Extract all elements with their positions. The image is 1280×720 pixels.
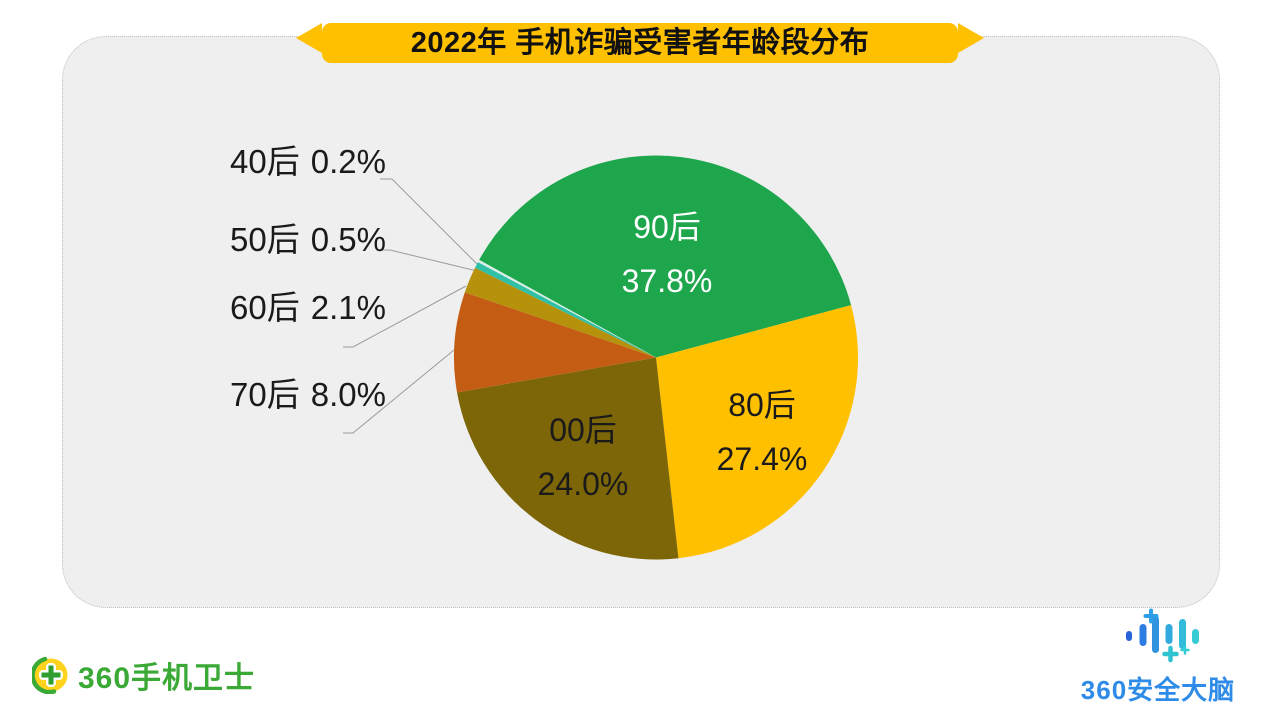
callout-label-70hou: 70后 8.0% [230, 376, 386, 413]
pie-slice-1 [656, 305, 859, 559]
logo-360-mobile-guard-text: 360手机卫士 [78, 662, 256, 695]
leader-line-3 [343, 349, 455, 434]
pie-label-00hou: 00后 24.0% [537, 412, 629, 502]
logo-360-mobile-guard: 360手机卫士 [32, 655, 255, 695]
pie-slice-4 [464, 267, 656, 358]
callout-label-50hou: 50后 0.5% [230, 221, 386, 258]
brain-wave-bars-icon [1126, 608, 1199, 663]
leader-line-2 [343, 285, 467, 348]
callout-label-60hou: 60后 2.1% [230, 289, 386, 326]
pie-label-90hou: 90后 37.8% [621, 209, 713, 299]
pie-slice-5 [475, 262, 656, 358]
callout-label-40hou: 40后 0.2% [230, 143, 386, 180]
chart-title: 2022年 手机诈骗受害者年龄段分布 [410, 27, 870, 59]
pie-slice-2 [457, 357, 679, 560]
pie-slice-3 [454, 292, 656, 393]
logo-360-security-brain: 360安全大脑 [1075, 606, 1241, 707]
pie-label-80hou: 80后 27.4% [716, 387, 808, 477]
logo-360-security-brain-text: 360安全大脑 [1080, 675, 1236, 705]
title-ribbon: 2022年 手机诈骗受害者年龄段分布 [296, 23, 984, 63]
leader-line-1 [378, 249, 478, 272]
pie-slice-6 [477, 259, 656, 358]
shield-plus-ball-icon [32, 656, 68, 694]
ribbon-shape [296, 23, 984, 63]
leader-line-0 [380, 178, 480, 267]
pie-slice-0 [479, 155, 852, 358]
